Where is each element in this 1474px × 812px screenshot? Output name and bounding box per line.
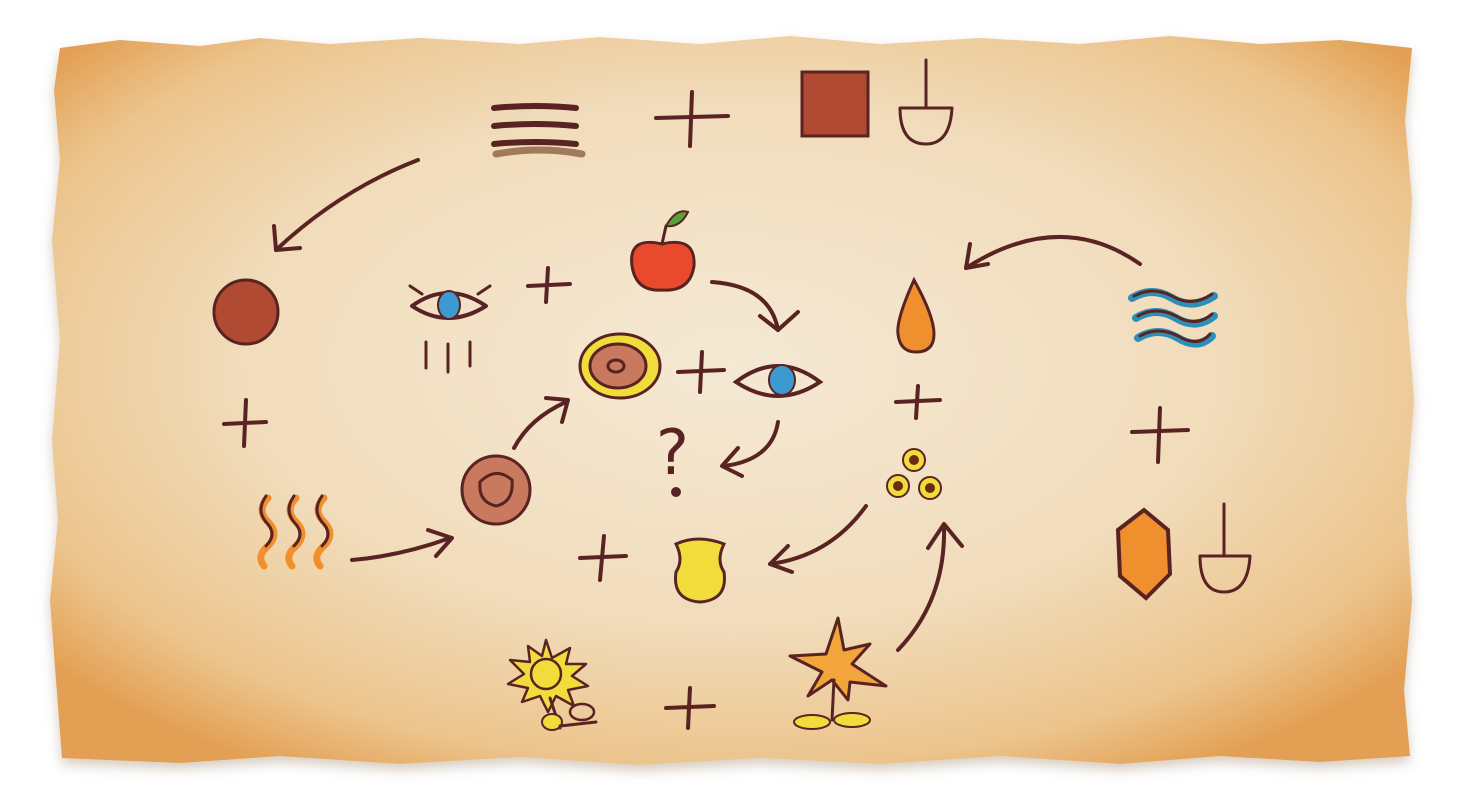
clay-pot-icon xyxy=(460,454,532,526)
red-circle-icon xyxy=(212,278,280,346)
plus-icon xyxy=(1130,406,1190,464)
parchment xyxy=(50,36,1414,765)
square-block-icon xyxy=(800,70,870,138)
plus-icon xyxy=(654,90,730,148)
water-waves-icon xyxy=(1128,288,1218,348)
plus-icon xyxy=(526,266,572,304)
star-flower-icon xyxy=(788,616,888,730)
drop-icon xyxy=(896,276,936,354)
arrow-icon xyxy=(720,420,780,478)
plus-icon xyxy=(578,534,628,582)
apple-icon xyxy=(630,210,696,292)
sun-flower-icon xyxy=(506,638,598,731)
arrow-icon xyxy=(896,522,964,652)
eye-icon xyxy=(732,364,824,398)
arrow-icon xyxy=(350,528,454,562)
eye-crying-icon xyxy=(408,284,492,374)
arrow-icon xyxy=(768,504,868,574)
plus-icon xyxy=(894,384,942,420)
spade-icon xyxy=(898,58,954,146)
arrow-icon xyxy=(710,280,800,332)
donut-icon xyxy=(578,332,662,400)
question-mark: ? xyxy=(656,416,689,497)
seeds-icon xyxy=(886,448,942,500)
svg-text:?: ? xyxy=(656,416,689,489)
hexagon-icon xyxy=(1115,507,1173,601)
plus-icon xyxy=(664,686,716,730)
striped-stone-icon xyxy=(491,103,586,158)
spade-icon xyxy=(1198,502,1252,594)
arrow-icon xyxy=(272,158,420,252)
cup-icon xyxy=(673,537,727,604)
arrow-icon xyxy=(964,234,1142,270)
heat-waves-icon xyxy=(257,494,334,570)
arrow-icon xyxy=(512,396,570,450)
plus-icon xyxy=(676,350,726,394)
plus-icon xyxy=(222,398,268,448)
